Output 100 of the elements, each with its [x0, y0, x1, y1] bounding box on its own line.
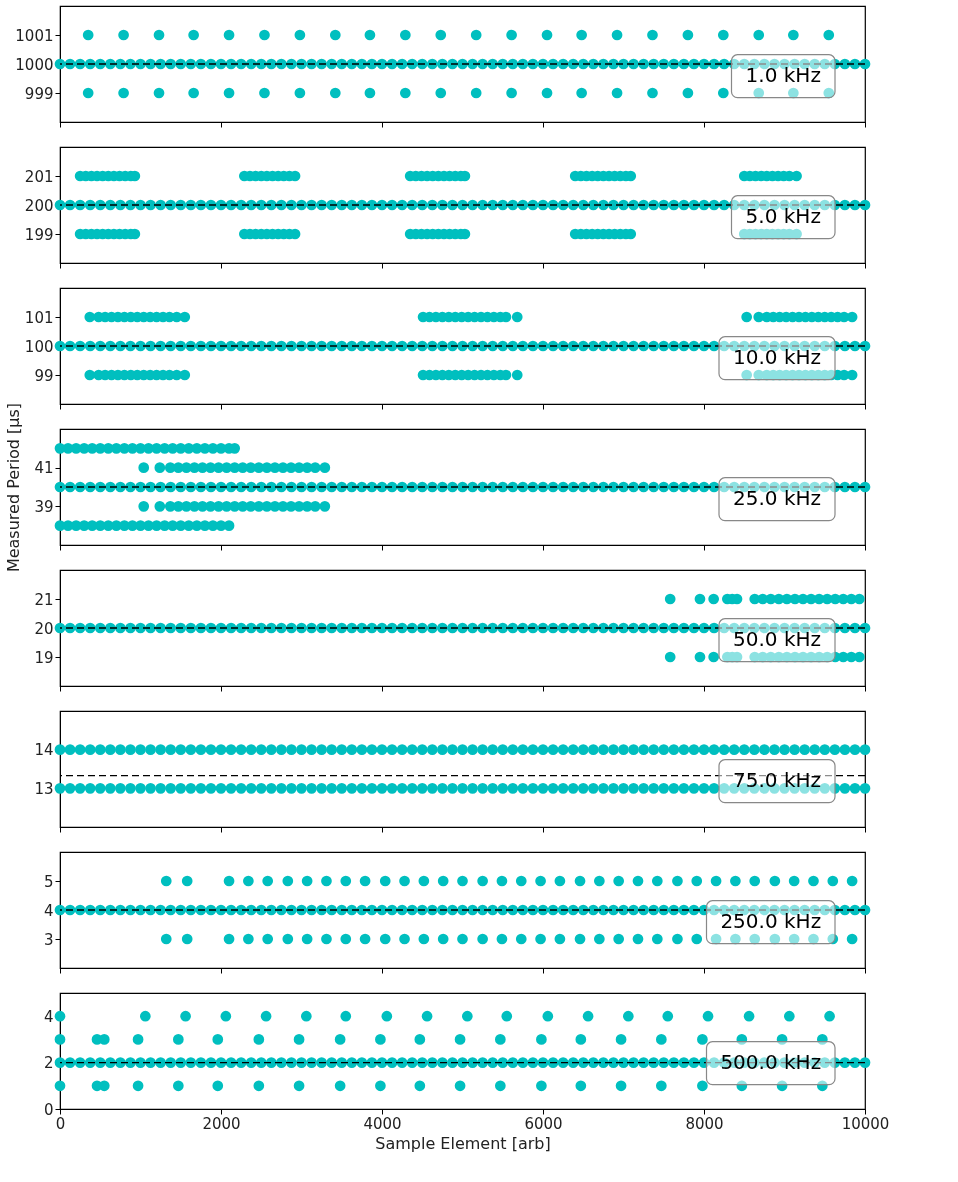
- y-tick-label: 199: [24, 225, 54, 244]
- x-tick-label: 2000: [202, 1114, 241, 1133]
- point: [824, 1010, 835, 1022]
- point: [340, 1010, 352, 1022]
- y-tick-label: 19: [34, 648, 54, 667]
- y-tick-label: 1001: [15, 26, 54, 45]
- y-axis-title: Measured Period [μs]: [4, 402, 24, 573]
- y-tick-label: 201: [24, 167, 54, 186]
- point: [536, 1034, 547, 1045]
- point: [736, 1080, 748, 1092]
- y-tick-label: 21: [34, 590, 54, 609]
- y-tick-label: 39: [34, 497, 54, 516]
- point: [776, 1080, 788, 1092]
- x-tick-label: 8000: [685, 1114, 724, 1133]
- y-tick-label: 13: [34, 779, 54, 798]
- point: [319, 462, 331, 474]
- point: [743, 1010, 755, 1022]
- y-tick-label: 101: [24, 308, 54, 327]
- annotation: 25.0 kHz: [732, 486, 822, 511]
- point: [54, 1010, 66, 1022]
- point: [494, 1034, 506, 1045]
- point: [293, 1034, 305, 1045]
- x-tick-label: 0: [55, 1114, 66, 1133]
- point: [180, 1010, 191, 1022]
- point: [454, 1034, 466, 1045]
- point: [138, 462, 150, 474]
- point: [260, 1010, 272, 1022]
- point: [212, 1034, 224, 1045]
- point: [655, 1034, 667, 1045]
- point: [54, 1034, 66, 1045]
- point: [454, 1080, 466, 1092]
- point: [542, 1010, 554, 1022]
- point: [319, 500, 331, 512]
- annotation: 75.0 kHz: [732, 768, 822, 793]
- point: [697, 1080, 708, 1092]
- point: [615, 1034, 627, 1045]
- point: [54, 1080, 66, 1092]
- annotation: 500.0 kHz: [720, 1050, 822, 1075]
- y-tick-label: 3: [43, 930, 54, 949]
- point: [139, 1010, 151, 1022]
- y-tick-label: 4: [43, 901, 54, 920]
- annotation: 5.0 kHz: [745, 204, 821, 229]
- x-tick-label: 10000: [841, 1114, 890, 1133]
- point: [293, 1080, 305, 1092]
- point: [300, 1010, 312, 1022]
- point: [501, 1010, 513, 1022]
- point: [334, 1034, 346, 1045]
- point: [776, 1034, 788, 1045]
- y-tick-label: 99: [34, 366, 54, 385]
- point: [253, 1034, 265, 1045]
- point: [253, 1080, 265, 1092]
- point: [655, 1080, 667, 1092]
- y-tick-label: 41: [34, 459, 54, 478]
- x-axis-title: Sample Element [arb]: [375, 1133, 551, 1153]
- annotation: 250.0 kHz: [720, 909, 822, 934]
- y-tick-label: 5: [43, 872, 54, 891]
- point: [816, 1034, 828, 1045]
- x-tick-label: 4000: [363, 1114, 402, 1133]
- annotation: 10.0 kHz: [732, 345, 822, 370]
- point: [414, 1080, 426, 1092]
- point: [220, 1010, 232, 1022]
- point: [172, 1034, 184, 1045]
- point: [582, 1010, 594, 1022]
- y-tick-label: 100: [24, 337, 54, 356]
- point: [375, 1034, 386, 1045]
- point: [132, 1080, 144, 1092]
- point: [154, 462, 166, 474]
- point: [132, 1034, 144, 1045]
- point: [575, 1034, 587, 1045]
- y-tick-label: 1000: [15, 55, 54, 74]
- annotation: 50.0 kHz: [732, 627, 822, 652]
- point: [375, 1080, 386, 1092]
- y-tick-label: 200: [24, 196, 54, 215]
- y-tick-label: 0: [43, 1100, 54, 1119]
- point: [381, 1010, 393, 1022]
- point: [494, 1080, 506, 1092]
- point: [212, 1080, 224, 1092]
- x-tick-label: 6000: [524, 1114, 563, 1133]
- point: [575, 1080, 587, 1092]
- y-tick-label: 2: [43, 1054, 54, 1073]
- point: [702, 1010, 714, 1022]
- point: [622, 1010, 634, 1022]
- point: [783, 1010, 795, 1022]
- y-tick-label: 4: [43, 1007, 54, 1026]
- point: [414, 1034, 426, 1045]
- point: [421, 1010, 433, 1022]
- annotation: 1.0 kHz: [745, 63, 821, 88]
- y-tick-label: 999: [24, 84, 54, 103]
- point: [816, 1080, 828, 1092]
- point: [334, 1080, 346, 1092]
- y-tick-label: 14: [34, 741, 54, 760]
- point: [662, 1010, 674, 1022]
- point: [172, 1080, 184, 1092]
- point: [536, 1080, 547, 1092]
- point: [461, 1010, 473, 1022]
- point: [697, 1034, 708, 1045]
- point: [138, 500, 150, 512]
- point: [615, 1080, 627, 1092]
- point: [154, 500, 166, 512]
- point: [736, 1034, 748, 1045]
